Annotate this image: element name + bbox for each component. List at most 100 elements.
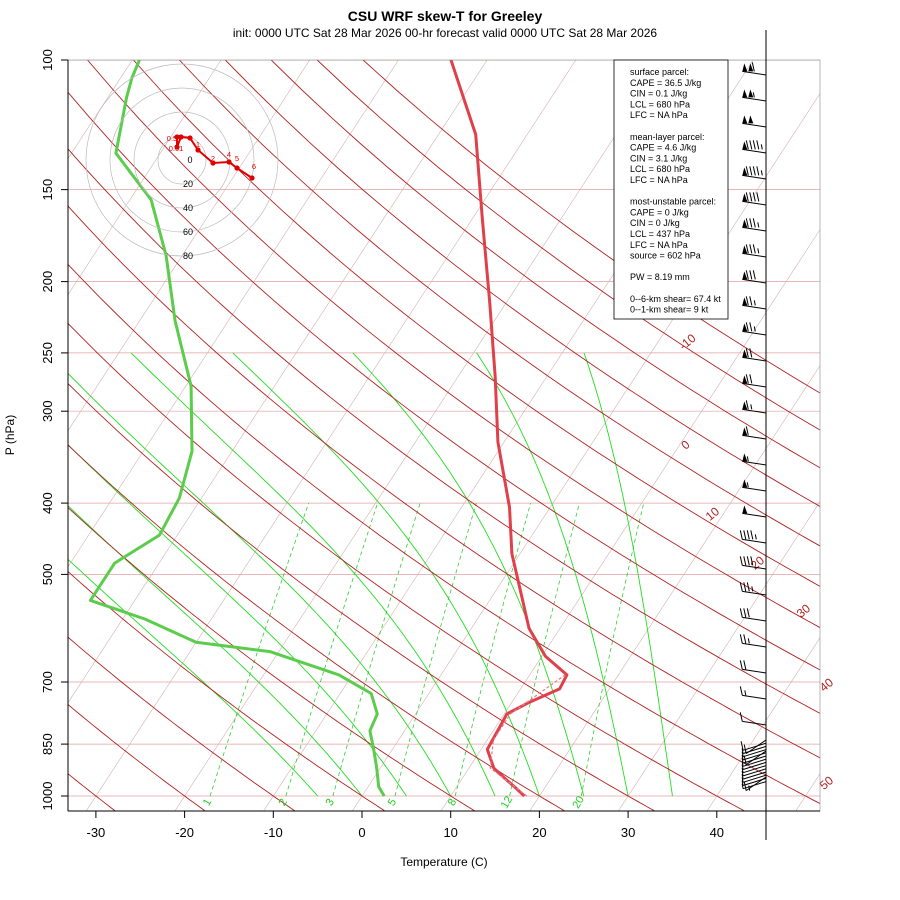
mixing-ratio-label: 12 xyxy=(499,794,516,811)
mixing-ratio-line xyxy=(580,503,645,797)
hodograph-ring xyxy=(133,111,231,209)
hodograph-height-label: 4 xyxy=(227,150,231,159)
y-tick-label: 100 xyxy=(40,49,55,71)
dry-adiabat-line xyxy=(68,506,476,811)
indices-line: CIN = 0.1 J/kg xyxy=(630,89,687,99)
sounding-profiles xyxy=(88,60,569,798)
wind-barb xyxy=(739,660,767,674)
isotherm-line xyxy=(68,60,222,296)
y-tick-label: 150 xyxy=(40,179,55,201)
y-axis: 100 150 200 250 300 400 500 700 850 1000 xyxy=(40,49,69,811)
dry-adiabat-label: 0 xyxy=(678,437,692,452)
mixing-ratio-label: 3 xyxy=(324,797,337,808)
parcel-trace-line xyxy=(489,674,566,797)
wind-barb xyxy=(741,777,767,786)
x-tick-label: -30 xyxy=(87,825,106,840)
moist-adiabat-line xyxy=(68,372,452,797)
hodograph-height-label: 0.5 xyxy=(167,134,177,143)
wind-barb xyxy=(741,758,767,767)
hodograph-point xyxy=(226,159,232,165)
wind-barb xyxy=(742,244,767,258)
hodograph-height-label: 6 xyxy=(252,162,256,171)
wind-barbs xyxy=(739,62,767,792)
mixing-ratio-label: 1 xyxy=(201,797,214,808)
background-grid xyxy=(68,60,820,811)
hodograph-point xyxy=(174,134,180,140)
hodograph-ring-label: 40 xyxy=(183,203,193,213)
wind-barb xyxy=(741,749,767,758)
hodograph-ring xyxy=(109,87,255,233)
indices-line: PW = 8.19 mm xyxy=(630,272,690,282)
hodograph-point xyxy=(210,160,216,166)
mixing-ratio-line xyxy=(285,502,378,797)
temperature-line xyxy=(449,60,569,798)
wind-barb xyxy=(739,608,767,622)
chart-subtitle: init: 0000 UTC Sat 28 Mar 2026 00-hr for… xyxy=(233,26,658,40)
hodograph-ring-label: 60 xyxy=(183,227,193,237)
mixing-ratio-label: 5 xyxy=(386,797,399,808)
indices-line: 0--1-km shear= 9 kt xyxy=(630,305,709,315)
indices-line: CAPE = 4.6 J/kg xyxy=(630,143,696,153)
wind-barb xyxy=(742,296,767,310)
y-tick-label: 700 xyxy=(40,671,55,693)
moist-adiabats xyxy=(68,352,673,797)
y-tick-label: 500 xyxy=(40,564,55,586)
dry-adiabat-line xyxy=(316,60,820,431)
hodograph-height-label: 2 xyxy=(211,154,215,163)
hodograph-ring-label: 80 xyxy=(183,251,193,261)
wind-barb xyxy=(742,218,767,232)
dry-adiabat-line xyxy=(68,205,820,759)
x-tick-label: 40 xyxy=(710,825,724,840)
hodograph-height-label: 1 xyxy=(196,140,200,149)
dry-adiabat-line xyxy=(68,570,386,811)
wind-barb xyxy=(742,270,767,284)
indices-line: surface parcel: xyxy=(630,67,689,77)
wind-barb xyxy=(739,712,767,726)
moist-adiabat-line xyxy=(130,352,496,797)
hodograph-point xyxy=(195,147,201,153)
wind-barb xyxy=(742,453,767,466)
y-tick-label: 1000 xyxy=(40,782,55,811)
dry-adiabat-line xyxy=(68,382,656,811)
wind-barb xyxy=(741,781,767,790)
y-tick-label: 400 xyxy=(40,492,55,514)
wind-barb xyxy=(742,115,767,128)
hodograph-point xyxy=(234,165,240,171)
mixing-ratio-label: 2 xyxy=(277,797,290,808)
indices-line: CAPE = 36.5 J/kg xyxy=(630,78,701,88)
mixing-ratio-label: 20 xyxy=(570,794,587,811)
wind-barb xyxy=(739,530,767,544)
hodograph-height-label: 0.01 xyxy=(169,144,184,153)
dry-adiabat-line xyxy=(68,263,820,805)
hodograph-point xyxy=(187,135,193,141)
moist-adiabat-line xyxy=(68,444,407,797)
dry-adiabat-line xyxy=(68,703,206,811)
wind-barb xyxy=(741,755,767,764)
wind-barb xyxy=(742,400,767,414)
y-axis-label: P (hPa) xyxy=(3,415,17,455)
indices-line: 0--6-km shear= 67.4 kt xyxy=(630,294,721,304)
indices-line: LFC = NA hPa xyxy=(630,240,688,250)
moist-adiabat-line xyxy=(476,352,629,797)
wind-barb xyxy=(743,750,767,766)
wind-barb xyxy=(742,348,767,362)
wind-barb xyxy=(742,89,767,102)
y-tick-label: 200 xyxy=(40,271,55,293)
indices-box-frame xyxy=(613,59,729,320)
wind-barb xyxy=(741,771,767,780)
y-tick-label: 850 xyxy=(40,733,55,755)
wind-barb xyxy=(740,741,767,751)
wind-barb xyxy=(742,505,767,518)
isotherm-line xyxy=(68,60,311,432)
isotherm-line xyxy=(351,93,820,811)
wind-barb xyxy=(741,765,767,774)
moist-adiabat-line xyxy=(232,352,540,797)
moist-adiabat-line xyxy=(583,352,673,797)
isotherm-line xyxy=(68,60,399,568)
dry-adiabat-line xyxy=(270,60,820,469)
wind-barb xyxy=(741,774,767,783)
wind-barb xyxy=(742,166,767,180)
hodograph-point xyxy=(174,144,180,150)
